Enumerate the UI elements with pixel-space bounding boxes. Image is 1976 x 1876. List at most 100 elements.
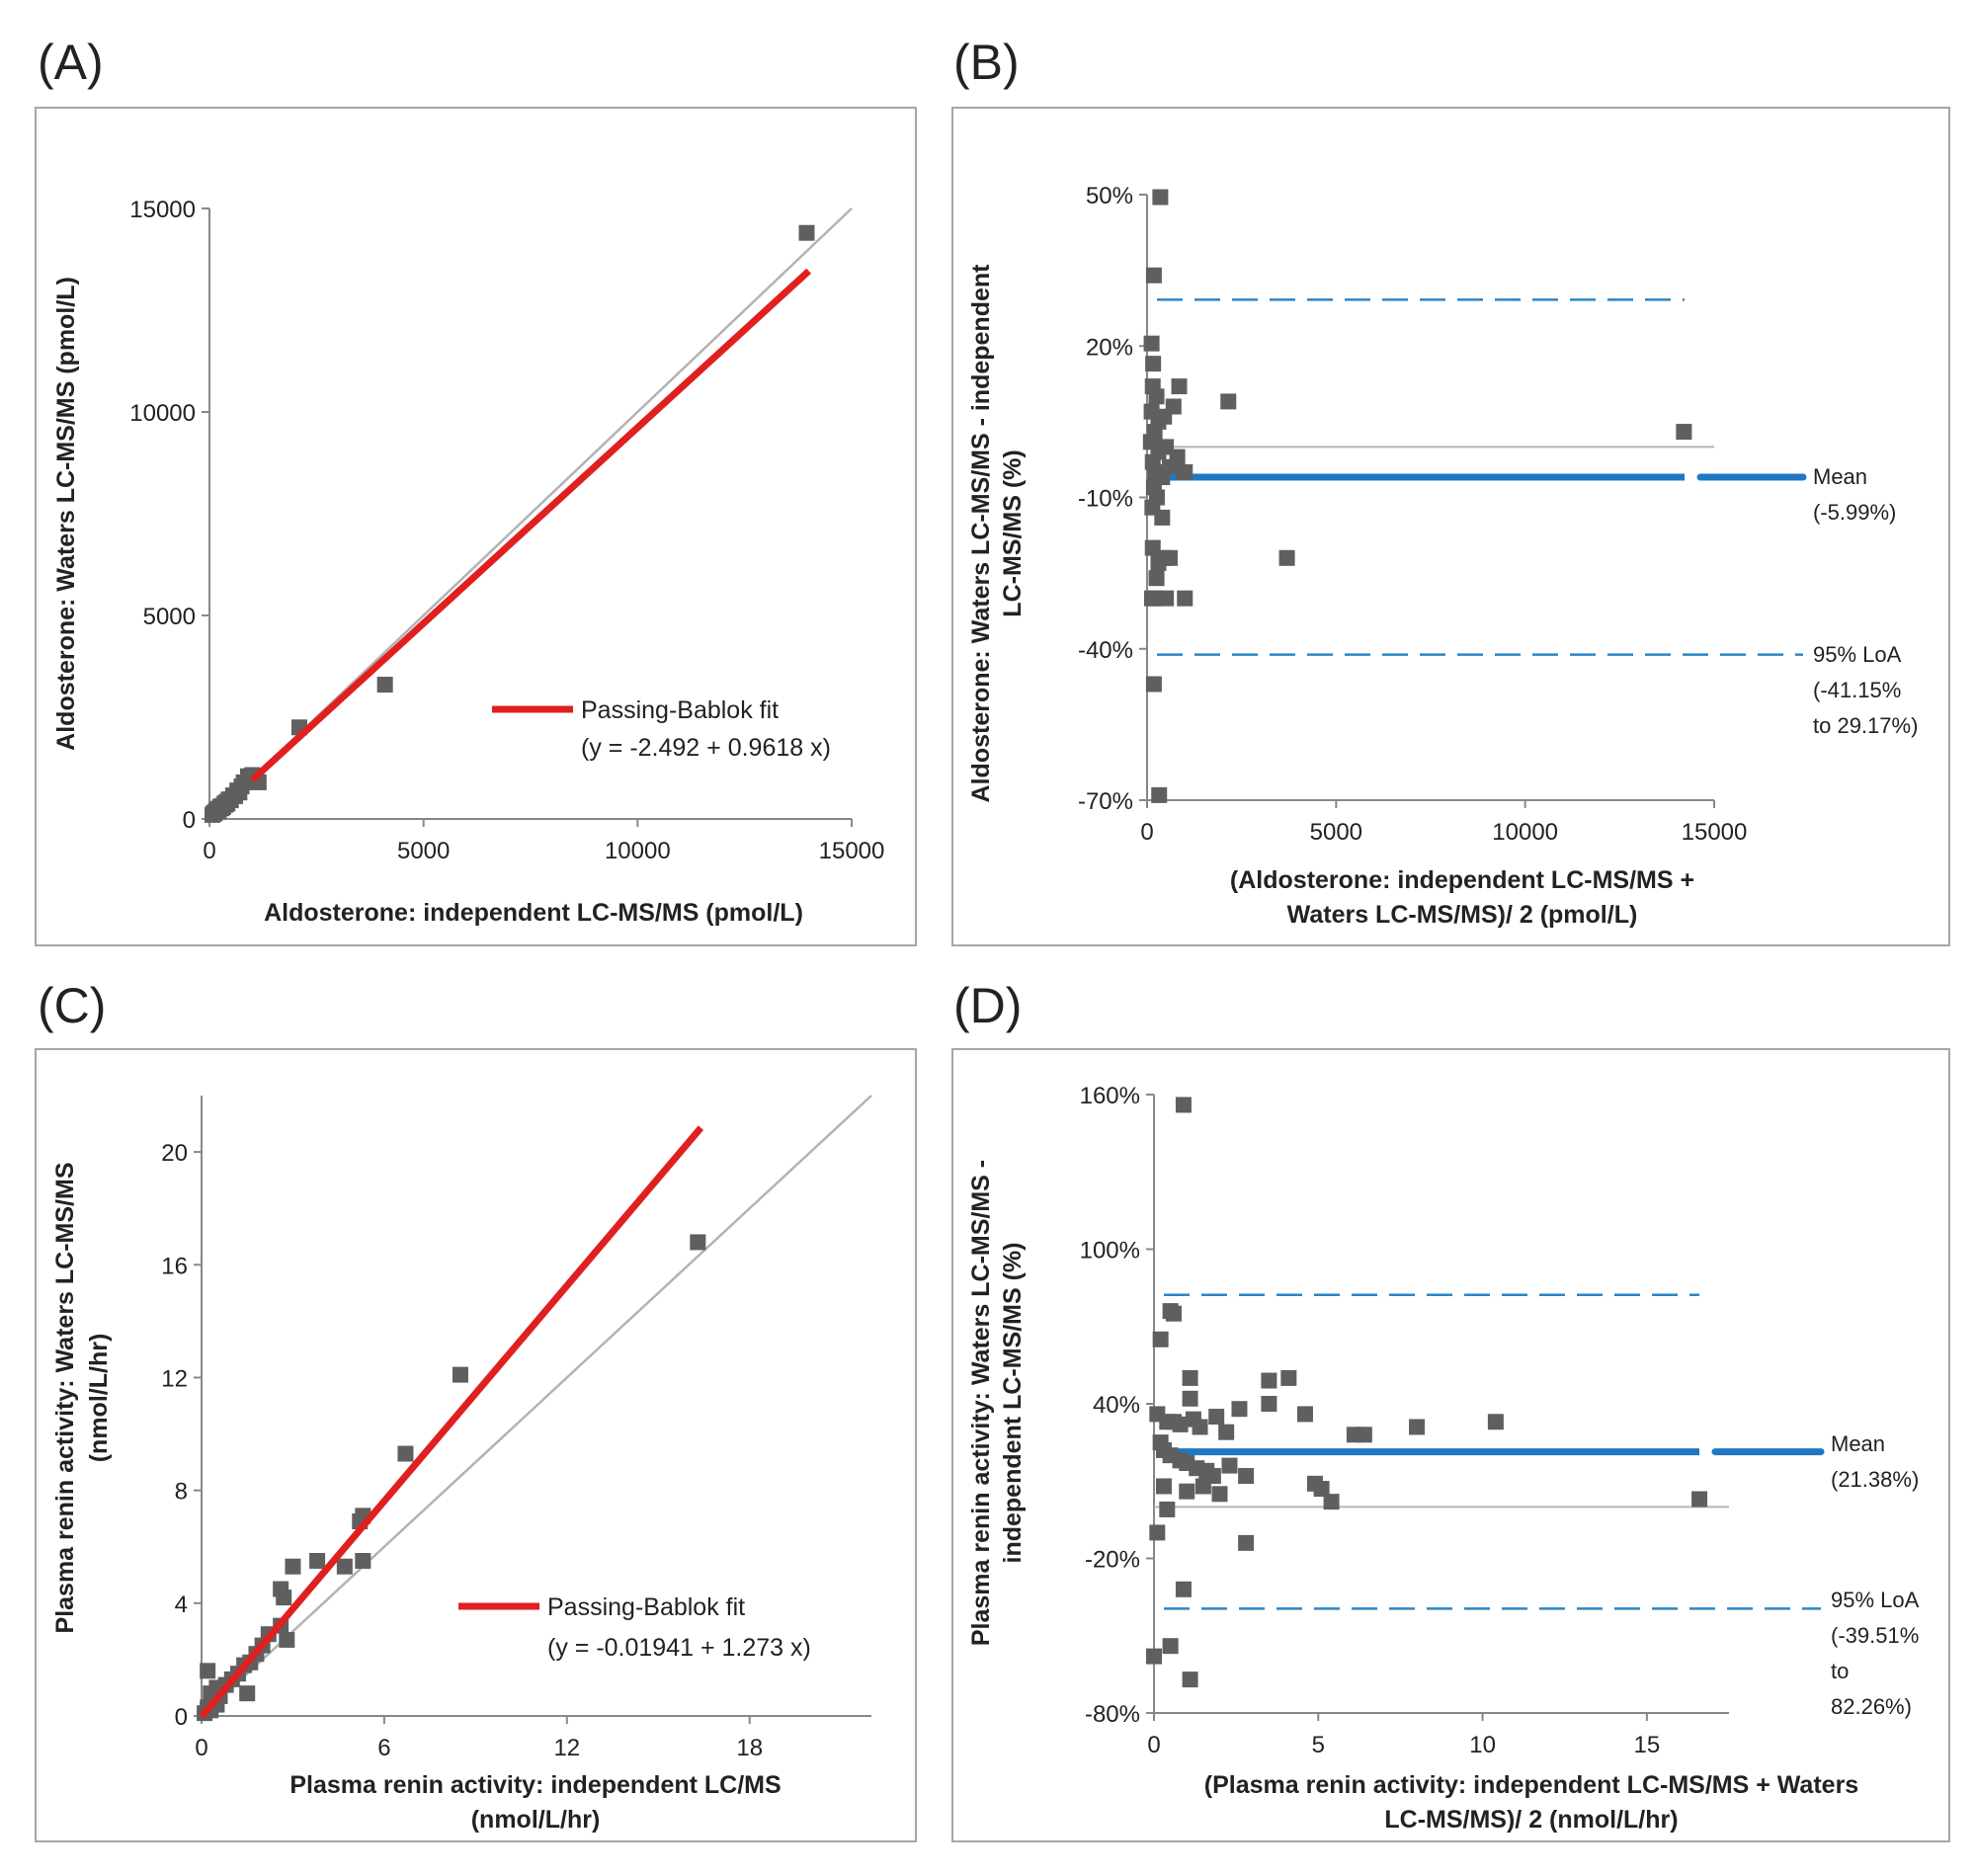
data-point-d <box>1487 1414 1504 1430</box>
panel-frame-d <box>951 1048 1950 1842</box>
plot-area-c: 0 4 8 12 16 20 0 6 12 18 <box>161 1095 872 1761</box>
y-tick-label-a: 15000 <box>129 197 196 223</box>
legend-label-a: Passing-Bablok fit <box>581 696 779 724</box>
data-point-d <box>1152 1331 1169 1347</box>
data-point-c <box>397 1445 414 1462</box>
data-point-c <box>239 1685 256 1702</box>
panel-label-b: (B) <box>953 35 1020 90</box>
data-point-d <box>1179 1483 1195 1500</box>
x-tick-label-a: 5000 <box>397 838 450 864</box>
y-tick-label-d: 40% <box>1093 1392 1140 1419</box>
y-tick-label-a: 10000 <box>129 400 196 427</box>
data-point-d <box>1175 1581 1192 1597</box>
data-point-c <box>336 1558 353 1575</box>
data-point-b <box>1152 189 1169 205</box>
data-point-d <box>1211 1486 1228 1503</box>
x-tick-label-d: 5 <box>1312 1732 1325 1758</box>
x-tick-label-b: 10000 <box>1492 819 1558 846</box>
x-tick-label-c: 0 <box>195 1735 207 1761</box>
data-point-b <box>1177 590 1194 607</box>
data-point-d <box>1192 1419 1208 1435</box>
y-axis-label-a: Aldosterone: Waters LC-MS/MS (pmol/L) <box>52 277 80 751</box>
y-tick-label-c: 12 <box>161 1365 188 1392</box>
panel-b: (B) 50% 20% -10% -40% -70% 0 5000 10000 15000 (A… <box>951 35 1950 946</box>
x-axis-label-c-line2: (nmol/L/hr) <box>471 1806 601 1834</box>
x-axis-label-d-line2: LC-MS/MS)/ 2 (nmol/L/hr) <box>1384 1806 1678 1834</box>
plot-area-a: 0 5000 10000 15000 0 5000 10000 15000 <box>129 197 884 864</box>
y-tick-label-d: 100% <box>1080 1238 1140 1264</box>
y-axis-label-c-line2: (nmol/L/hr) <box>85 1334 113 1463</box>
fit-line-a <box>249 268 812 783</box>
data-point-d <box>1155 1478 1172 1495</box>
data-point-d <box>1194 1478 1211 1495</box>
x-tick-label-a: 0 <box>203 838 215 864</box>
loa-label-b: 95% LoA <box>1813 642 1902 667</box>
loa-range-b-line2: to 29.17%) <box>1813 713 1918 738</box>
data-point-a <box>798 224 815 241</box>
data-point-c <box>309 1553 326 1569</box>
x-axis-label-b-line2: Waters LC-MS/MS)/ 2 (pmol/L) <box>1287 901 1638 929</box>
y-tick-label-d: -80% <box>1085 1701 1140 1728</box>
y-axis-label-d-line2: independent LC-MS/MS (%) <box>999 1243 1027 1564</box>
mean-label-b: Mean <box>1813 464 1867 489</box>
x-axis-label-a: Aldosterone: independent LC-MS/MS (pmol/… <box>264 899 803 927</box>
data-point-d <box>1172 1416 1189 1432</box>
data-point-b <box>1145 267 1162 284</box>
data-point-b <box>1151 786 1168 803</box>
y-tick-label-c: 8 <box>175 1479 188 1506</box>
mean-value-d: (21.38%) <box>1831 1467 1919 1492</box>
loa-range-d-line2: to <box>1831 1659 1849 1683</box>
data-point-d <box>1208 1409 1225 1426</box>
y-axis-label-c-line1: Plasma renin activity: Waters LC-MS/MS <box>51 1163 79 1634</box>
x-tick-label-d: 10 <box>1469 1732 1496 1758</box>
data-point-d <box>1182 1369 1198 1386</box>
y-tick-label-b: 20% <box>1086 334 1133 361</box>
panel-frame-c <box>35 1048 917 1842</box>
x-axis-label-b-line1: (Aldosterone: independent LC-MS/MS + <box>1230 866 1694 894</box>
data-point-c <box>355 1553 371 1569</box>
y-tick-label-b: -40% <box>1078 637 1133 664</box>
y-axis-label-b-line1: Aldosterone: Waters LC-MS/MS - independe… <box>967 264 995 803</box>
x-tick-label-a: 10000 <box>605 838 671 864</box>
data-point-c <box>200 1663 216 1679</box>
data-point-b <box>1171 378 1188 395</box>
legend-label-c: Passing-Bablok fit <box>547 1593 745 1621</box>
y-tick-label-c: 4 <box>175 1591 188 1618</box>
loa-label-d: 95% LoA <box>1831 1588 1920 1612</box>
x-axis-label-d-line1: (Plasma renin activity: independent LC-M… <box>1204 1771 1858 1799</box>
fit-line-c <box>199 1125 704 1719</box>
y-tick-label-c: 20 <box>161 1140 188 1167</box>
data-point-d <box>1149 1524 1166 1541</box>
y-tick-label-b: 50% <box>1086 183 1133 209</box>
data-point-c <box>452 1366 468 1383</box>
data-point-d <box>1182 1672 1198 1688</box>
y-axis-label-b-line2: LC-MS/MS (%) <box>999 449 1027 616</box>
data-point-d <box>1159 1501 1176 1517</box>
data-point-b <box>1177 463 1194 480</box>
data-point-c <box>285 1558 301 1575</box>
data-point-d <box>1323 1494 1340 1510</box>
panel-d: (D) 160% 100% 40% -20% -80% 0 5 10 15 (Plasma re… <box>951 978 1950 1842</box>
data-point-d <box>1238 1534 1255 1551</box>
data-point-d <box>1238 1468 1255 1485</box>
data-point-b <box>1148 570 1165 587</box>
identity-line-c <box>201 1095 872 1717</box>
data-point-d <box>1165 1305 1182 1322</box>
data-point-d <box>1691 1491 1708 1508</box>
y-tick-label-a: 0 <box>183 807 196 834</box>
data-point-b <box>1278 549 1295 566</box>
data-point-b <box>1145 356 1162 372</box>
panel-a: (A) 0 5000 10000 15000 0 5000 10000 15000 Aldos… <box>35 35 917 946</box>
x-tick-label-b: 15000 <box>1682 819 1748 846</box>
data-point-b <box>1161 549 1178 566</box>
plot-area-d: 160% 100% 40% -20% -80% 0 5 10 15 <box>1080 1083 1825 1758</box>
y-tick-label-c: 16 <box>161 1253 188 1279</box>
data-point-d <box>1175 1097 1192 1113</box>
data-point-c <box>690 1234 706 1251</box>
data-point-b <box>1158 590 1175 607</box>
data-point-d <box>1313 1481 1330 1498</box>
data-point-d <box>1146 1648 1162 1665</box>
data-point-d <box>1231 1401 1248 1418</box>
panel-c: (C) 0 4 8 12 16 20 0 6 12 18 Plasma renin activit… <box>35 978 917 1842</box>
